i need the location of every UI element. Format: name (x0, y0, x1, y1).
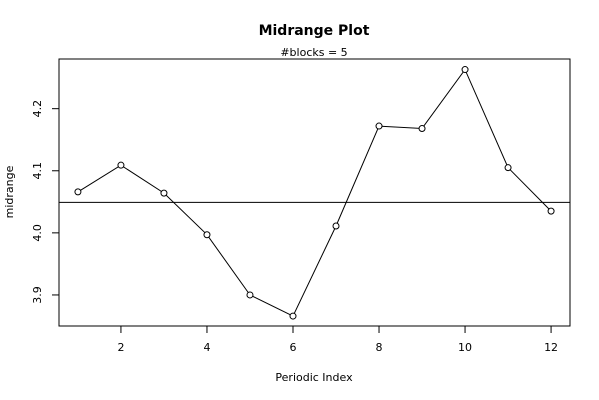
data-point (504, 164, 512, 172)
data-point (289, 312, 297, 320)
plot-frame (58, 58, 571, 327)
x-tick-label: 10 (458, 341, 472, 354)
y-tick-label: 4.1 (31, 162, 44, 180)
x-axis-label: Periodic Index (275, 371, 353, 384)
y-tick-label: 3.9 (31, 286, 44, 304)
series-line-group (77, 68, 552, 317)
chart-subtitle: #blocks = 5 (280, 46, 347, 59)
x-tick-label: 4 (203, 341, 210, 354)
y-axis-label: midrange (3, 165, 16, 218)
data-point (332, 222, 340, 230)
y-tick-label: 4.2 (31, 100, 44, 118)
data-point (461, 66, 469, 74)
data-point (375, 122, 383, 130)
data-point (547, 207, 555, 215)
data-point (203, 231, 211, 239)
x-tick-label: 12 (544, 341, 558, 354)
x-tick-label: 8 (376, 341, 383, 354)
data-point (160, 189, 168, 197)
data-points (74, 66, 555, 320)
x-tick-label: 6 (289, 341, 296, 354)
y-axis: 3.9 4.0 4.1 4.2 (31, 100, 59, 304)
y-tick-label: 4.0 (31, 224, 44, 242)
chart-title: Midrange Plot (259, 23, 370, 39)
data-point (418, 125, 426, 133)
series-line (77, 68, 552, 317)
x-axis: 2 4 6 8 10 12 (117, 326, 558, 354)
data-point (246, 291, 254, 299)
x-tick-label: 2 (117, 341, 124, 354)
data-point (74, 188, 82, 196)
data-point (117, 161, 125, 169)
